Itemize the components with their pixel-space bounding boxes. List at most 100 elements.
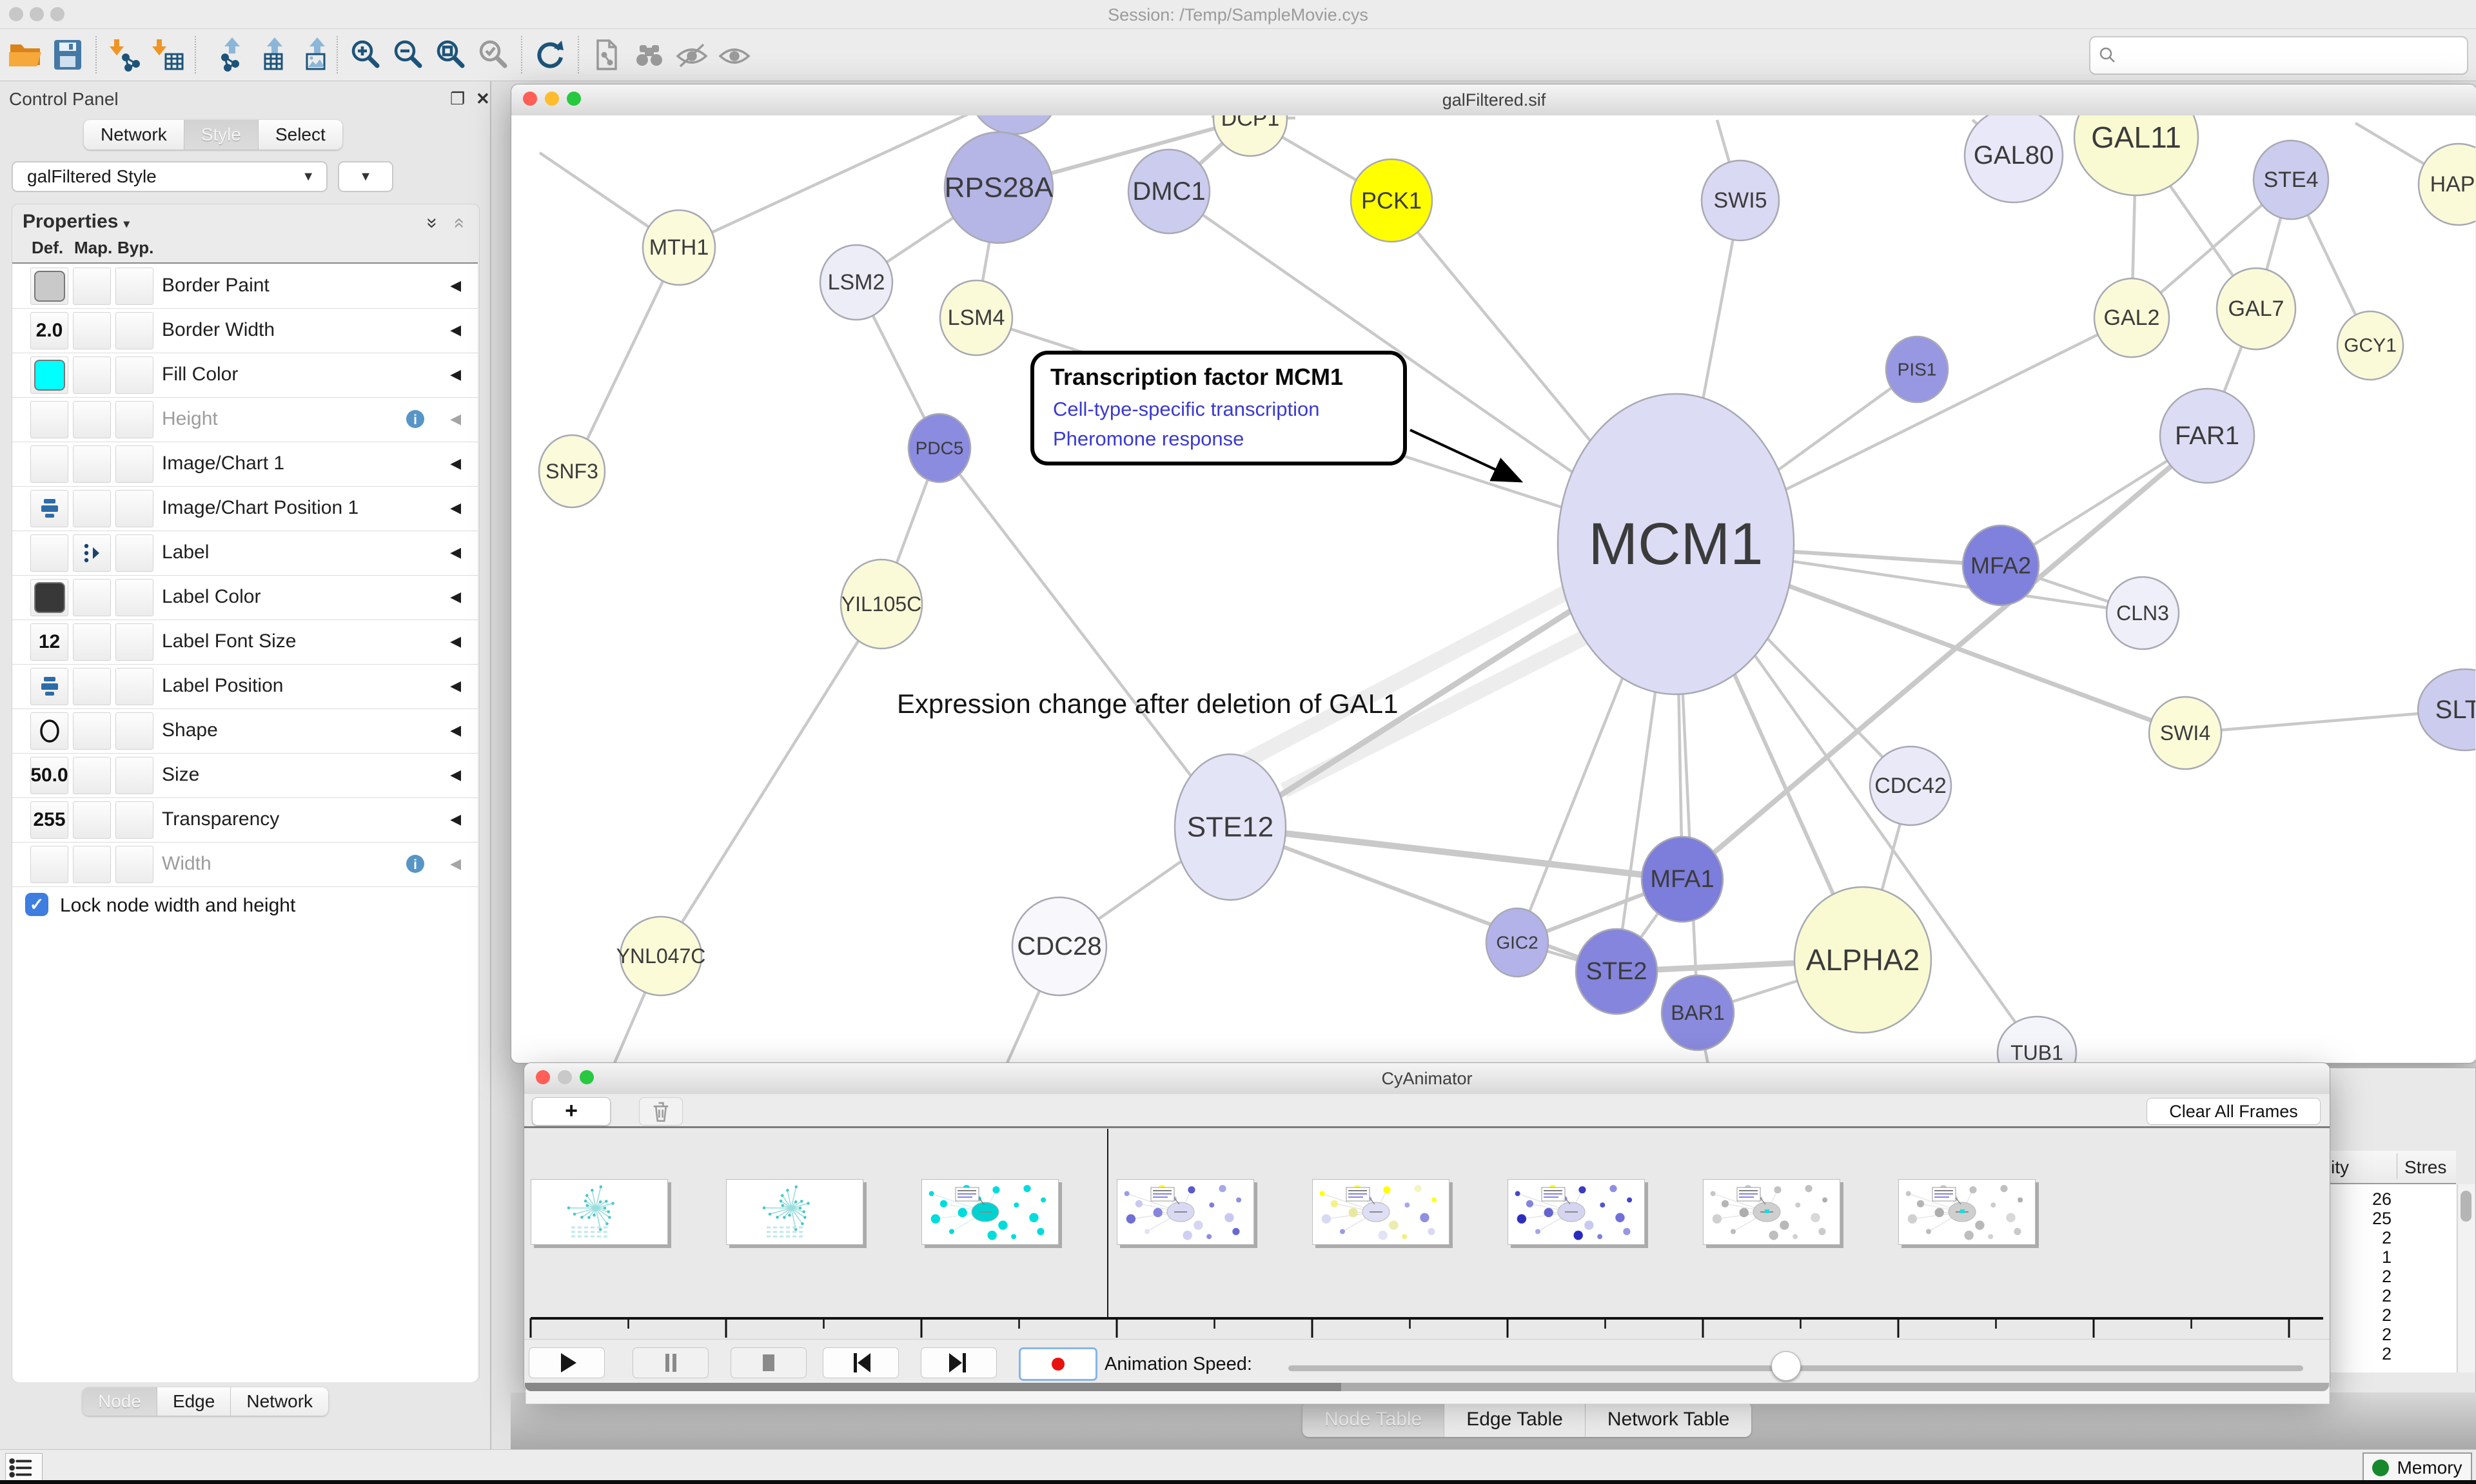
map-cell[interactable]: [73, 668, 111, 705]
network-node-lsm4[interactable]: LSM4: [939, 279, 1014, 356]
search-input[interactable]: [2117, 37, 2467, 74]
window-minimize-icon[interactable]: [30, 7, 44, 21]
byp-cell[interactable]: [115, 712, 153, 750]
tab-node[interactable]: Node: [83, 1387, 157, 1416]
def-cell[interactable]: [30, 490, 68, 527]
network-node-gcy1[interactable]: GCY1: [2336, 310, 2404, 381]
property-row-shape[interactable]: Shape ◀: [12, 708, 478, 754]
stop-button[interactable]: [731, 1347, 807, 1378]
byp-cell[interactable]: [115, 356, 153, 394]
frame-thumbnail-5s[interactable]: [1508, 1179, 1645, 1245]
minimize-icon[interactable]: [558, 1070, 572, 1084]
network-node-far1[interactable]: FAR1: [2159, 387, 2255, 484]
network-node-snf3[interactable]: SNF3: [538, 434, 606, 509]
network-node-ste12[interactable]: STE12: [1174, 753, 1287, 901]
zoom-fit-button[interactable]: [429, 34, 472, 76]
def-cell[interactable]: 2.0: [30, 312, 68, 349]
map-cell[interactable]: [73, 846, 111, 883]
network-node-gal80[interactable]: GAL80: [1963, 115, 2064, 204]
close-icon[interactable]: [536, 1070, 550, 1084]
def-cell[interactable]: [30, 356, 68, 394]
network-node-pck1[interactable]: PCK1: [1350, 158, 1433, 243]
property-row-height[interactable]: Height i ◀: [12, 397, 478, 442]
tab-select[interactable]: Select: [258, 120, 342, 150]
cyanimator-titlebar[interactable]: CyAnimator: [524, 1063, 2330, 1095]
network-node-gal2[interactable]: GAL2: [2093, 277, 2170, 358]
byp-cell[interactable]: [115, 312, 153, 349]
property-row-size[interactable]: 50.0 Size ◀: [12, 753, 478, 798]
collapse-row-icon[interactable]: ◀: [450, 766, 461, 783]
cyanimator-scrollbar[interactable]: [525, 1383, 2329, 1391]
frame-thumbnail-1s[interactable]: [726, 1179, 863, 1245]
table-cell[interactable]: 2: [2381, 1325, 2392, 1344]
property-row-label[interactable]: Label ◀: [12, 531, 478, 576]
lock-checkbox[interactable]: ✓: [25, 893, 48, 916]
network-node-slt2[interactable]: SLT2: [2417, 668, 2475, 752]
play-button[interactable]: [529, 1347, 605, 1378]
network-window-titlebar[interactable]: galFiltered.sif: [511, 84, 2476, 116]
network-node-bar1[interactable]: BAR1: [1660, 974, 1735, 1051]
close-icon[interactable]: [523, 92, 537, 106]
def-cell[interactable]: 12: [30, 623, 68, 661]
refresh-layout-button[interactable]: [529, 34, 571, 76]
find-button[interactable]: [628, 34, 671, 76]
network-file-button[interactable]: [585, 34, 628, 76]
collapse-row-icon[interactable]: ◀: [450, 455, 461, 471]
network-node-cdc42[interactable]: CDC42: [1869, 745, 1952, 826]
collapse-row-icon[interactable]: ◀: [450, 855, 461, 872]
table-cell[interactable]: 2: [2381, 1228, 2392, 1247]
property-row-label-position[interactable]: Label Position ◀: [12, 664, 478, 709]
save-session-button[interactable]: [46, 34, 89, 76]
network-node-gal7[interactable]: GAL7: [2216, 267, 2297, 351]
network-node-cln3[interactable]: CLN3: [2105, 576, 2180, 650]
network-node-tub1[interactable]: TUB1: [1996, 1015, 2078, 1062]
collapse-row-icon[interactable]: ◀: [450, 411, 461, 427]
network-node-rps28a[interactable]: RPS28A: [943, 131, 1054, 244]
network-node-ste4[interactable]: STE4: [2252, 139, 2330, 220]
network-node-mth1[interactable]: MTH1: [642, 209, 716, 286]
add-frame-button[interactable]: +: [532, 1097, 611, 1126]
zoom-in-button[interactable]: [344, 34, 387, 76]
frame-thumbnail-2s[interactable]: [921, 1179, 1059, 1245]
animation-speed-thumb[interactable]: [1771, 1351, 1802, 1381]
export-network-button[interactable]: [202, 34, 245, 76]
collapse-row-icon[interactable]: ◀: [450, 633, 461, 649]
open-session-button[interactable]: [4, 34, 46, 76]
network-node-pis1[interactable]: PIS1: [1885, 335, 1949, 404]
collapse-row-icon[interactable]: ◀: [450, 589, 461, 605]
collapse-row-icon[interactable]: ◀: [450, 544, 461, 560]
network-node-swi5[interactable]: SWI5: [1700, 159, 1780, 242]
frame-thumbnail-7s[interactable]: [1898, 1179, 2036, 1245]
network-node-hap2[interactable]: HAP2: [2417, 142, 2475, 226]
map-cell[interactable]: [73, 268, 111, 305]
network-node-lsm2[interactable]: LSM2: [819, 244, 894, 321]
def-cell[interactable]: [30, 268, 68, 305]
collapse-row-icon[interactable]: ◀: [450, 678, 461, 694]
expand-all-icon[interactable]: »: [422, 217, 444, 229]
tab-network-bottom[interactable]: Network: [231, 1387, 329, 1416]
network-node-cdc28[interactable]: CDC28: [1011, 896, 1108, 997]
network-node-ynl047c[interactable]: YNL047C: [616, 915, 706, 997]
byp-cell[interactable]: [115, 801, 153, 839]
network-node-mcm1[interactable]: MCM1: [1557, 393, 1795, 696]
frame-thumbnail-6s[interactable]: [1703, 1179, 1840, 1245]
network-node-gal11[interactable]: GAL11: [2073, 115, 2199, 197]
def-cell[interactable]: [30, 846, 68, 883]
property-row-image-chart-position-1[interactable]: Image/Chart Position 1 ◀: [12, 486, 478, 531]
table-column-header[interactable]: ity Stres: [2330, 1151, 2456, 1184]
def-cell[interactable]: [30, 668, 68, 705]
import-network-button[interactable]: [103, 34, 146, 76]
clear-all-frames-button[interactable]: Clear All Frames: [2147, 1098, 2321, 1125]
table-cell[interactable]: 26: [2372, 1189, 2392, 1209]
pause-button[interactable]: [633, 1347, 709, 1378]
collapse-row-icon[interactable]: ◀: [450, 322, 461, 338]
tab-edge-table[interactable]: Edge Table: [1444, 1402, 1586, 1437]
property-row-fill-color[interactable]: Fill Color ◀: [12, 353, 478, 398]
frame-thumbnail-3s[interactable]: [1117, 1179, 1254, 1245]
zoom-selected-button[interactable]: [472, 34, 515, 76]
map-cell[interactable]: [73, 623, 111, 661]
property-row-width[interactable]: Width i ◀: [12, 842, 478, 887]
timeline-playhead[interactable]: [1107, 1129, 1108, 1318]
collapse-row-icon[interactable]: ◀: [450, 366, 461, 382]
byp-cell[interactable]: [115, 490, 153, 527]
